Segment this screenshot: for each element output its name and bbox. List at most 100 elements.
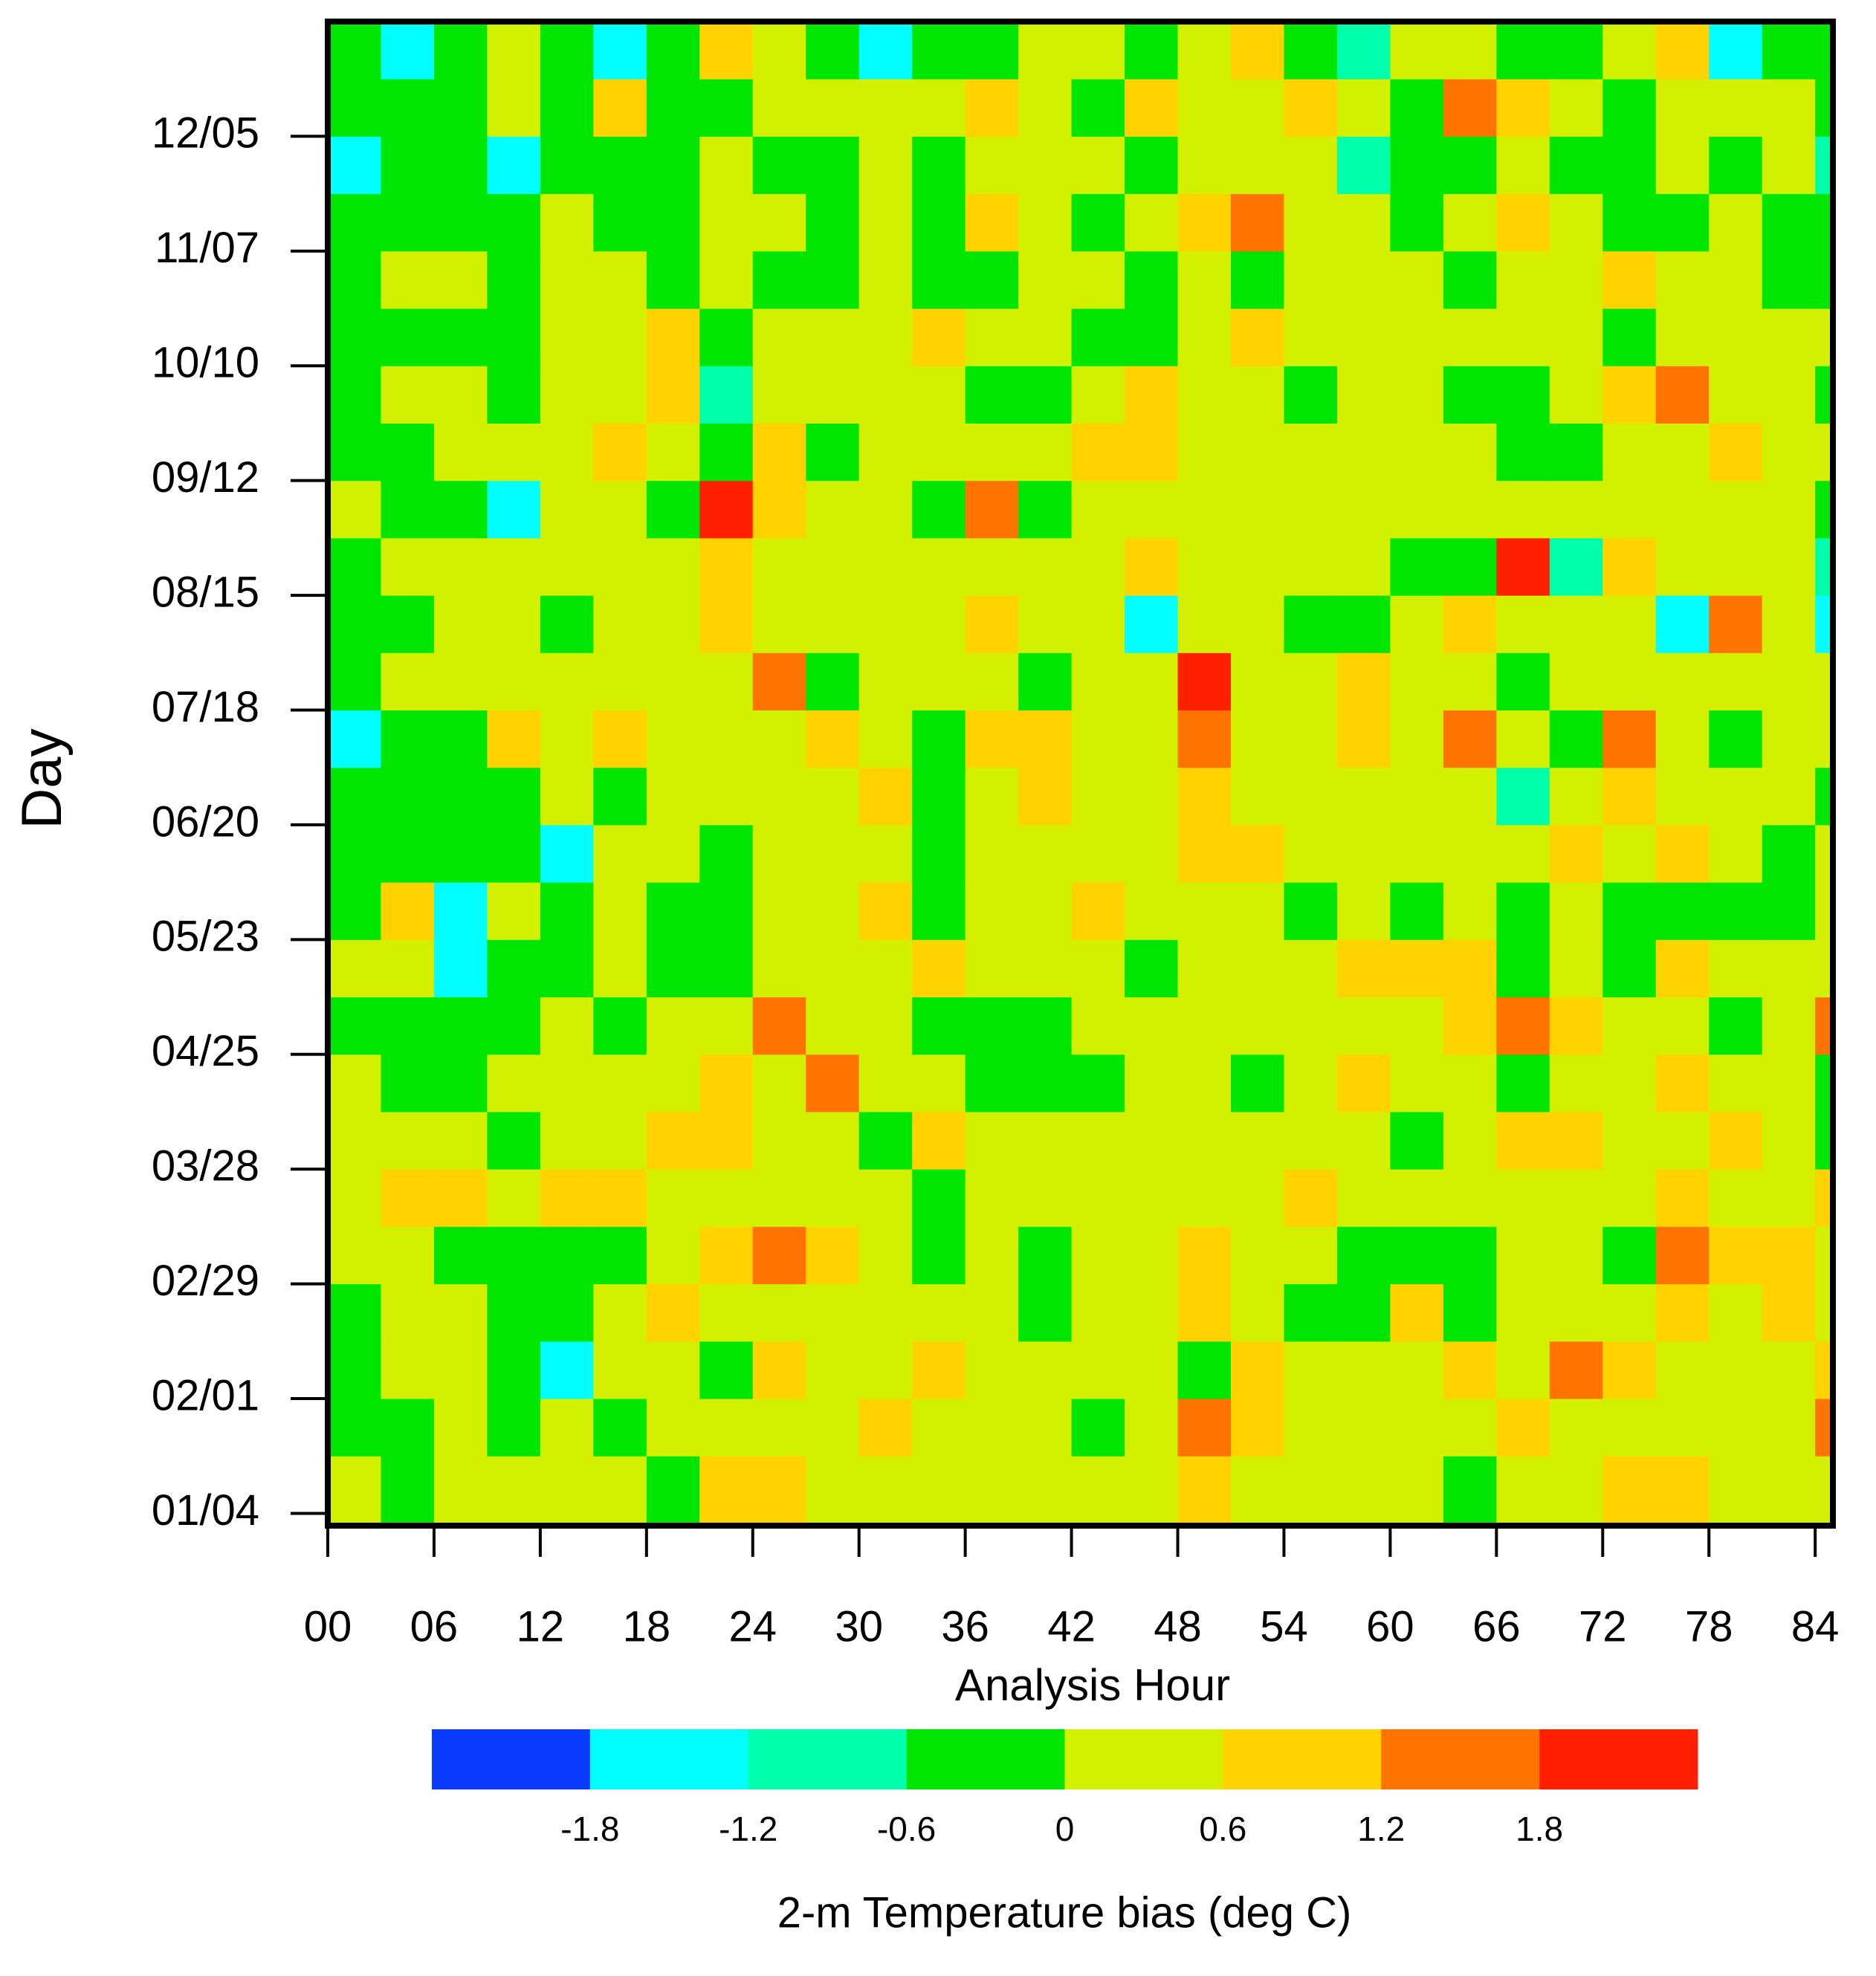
heatmap-cell bbox=[1709, 652, 1763, 711]
heatmap-cell bbox=[1284, 1226, 1338, 1285]
heatmap-cell bbox=[381, 1226, 435, 1285]
heatmap-cell bbox=[1390, 1399, 1444, 1457]
heatmap-cell bbox=[487, 767, 541, 826]
heatmap-cell bbox=[540, 1399, 594, 1457]
heatmap-cell bbox=[646, 22, 700, 80]
heatmap-cell bbox=[1336, 22, 1391, 80]
heatmap-cell bbox=[1602, 1054, 1657, 1112]
heatmap-cell bbox=[806, 882, 860, 940]
heatmap-cell bbox=[381, 1169, 435, 1227]
heatmap-cell bbox=[381, 537, 435, 596]
heatmap-cell bbox=[806, 308, 860, 366]
heatmap-cell bbox=[858, 480, 913, 539]
heatmap-cell bbox=[433, 1456, 488, 1526]
heatmap-cell bbox=[1549, 308, 1603, 366]
heatmap-cell bbox=[806, 250, 860, 309]
heatmap-cell bbox=[540, 767, 594, 826]
heatmap-cell bbox=[1284, 1283, 1338, 1342]
heatmap-cell bbox=[1390, 1283, 1444, 1342]
heatmap-cell bbox=[1655, 480, 1710, 539]
heatmap-cell bbox=[912, 537, 966, 596]
heatmap-cell bbox=[646, 1169, 700, 1227]
y-tick-label: 12/05 bbox=[152, 109, 259, 158]
heatmap-cell bbox=[699, 652, 754, 711]
heatmap-cell bbox=[1071, 710, 1125, 768]
heatmap-cell bbox=[1125, 1054, 1179, 1112]
heatmap-cell bbox=[699, 22, 754, 80]
heatmap-cell bbox=[1390, 1054, 1444, 1112]
heatmap-cell bbox=[1709, 423, 1763, 482]
heatmap-cell bbox=[858, 939, 913, 998]
heatmap-cell bbox=[540, 710, 594, 768]
heatmap-cell bbox=[1602, 997, 1657, 1055]
heatmap-cell bbox=[806, 1456, 860, 1526]
heatmap-cell bbox=[1762, 250, 1816, 309]
heatmap-cell bbox=[487, 308, 541, 366]
heatmap-cell bbox=[1231, 1283, 1284, 1342]
heatmap-cell bbox=[1443, 1341, 1497, 1399]
heatmap-cell bbox=[646, 79, 700, 137]
heatmap-cell bbox=[1336, 1054, 1391, 1112]
x-tick-label: 66 bbox=[1472, 1602, 1521, 1651]
heatmap-cell bbox=[752, 1111, 806, 1170]
heatmap-cell bbox=[1709, 193, 1763, 252]
heatmap-cell bbox=[858, 1341, 913, 1399]
heatmap-cell bbox=[381, 79, 435, 137]
heatmap-cell bbox=[752, 824, 806, 883]
heatmap-cell bbox=[381, 366, 435, 424]
heatmap-cell bbox=[646, 939, 700, 998]
heatmap-cell bbox=[858, 1399, 913, 1457]
heatmap-cell bbox=[1496, 1111, 1550, 1170]
y-tick-label: 04/25 bbox=[152, 1027, 259, 1075]
heatmap-cell bbox=[965, 997, 1019, 1055]
heatmap-cell bbox=[858, 1054, 913, 1112]
heatmap-cell bbox=[1018, 1054, 1073, 1112]
heatmap-cell bbox=[1177, 193, 1232, 252]
heatmap-cell bbox=[487, 997, 541, 1055]
heatmap-cell bbox=[1709, 1054, 1763, 1112]
heatmap-cell bbox=[1231, 882, 1284, 940]
heatmap-cell bbox=[1549, 366, 1603, 424]
heatmap-cell bbox=[1125, 308, 1179, 366]
heatmap-cell bbox=[433, 997, 488, 1055]
heatmap-cell bbox=[1443, 22, 1497, 80]
heatmap-cell bbox=[699, 939, 754, 998]
heatmap-cell bbox=[752, 1341, 806, 1399]
heatmap-cell bbox=[912, 882, 966, 940]
heatmap-cell bbox=[912, 1399, 966, 1457]
heatmap-cell bbox=[965, 308, 1019, 366]
heatmap-cell bbox=[912, 136, 966, 195]
heatmap-cell bbox=[433, 136, 488, 195]
heatmap-cell bbox=[1284, 1111, 1338, 1170]
heatmap-cell bbox=[1496, 136, 1550, 195]
heatmap-cell bbox=[699, 595, 754, 653]
heatmap-cell bbox=[1443, 710, 1497, 768]
heatmap-cell bbox=[1390, 537, 1444, 596]
heatmap-cell bbox=[858, 1169, 913, 1227]
heatmap-cell bbox=[328, 250, 381, 309]
heatmap-cell bbox=[1018, 595, 1073, 653]
heatmap-cell bbox=[1284, 710, 1338, 768]
heatmap-cell bbox=[912, 767, 966, 826]
heatmap-cell bbox=[1125, 652, 1179, 711]
heatmap-cell bbox=[1549, 423, 1603, 482]
heatmap-cell bbox=[646, 652, 700, 711]
heatmap-cell bbox=[752, 423, 806, 482]
heatmap-cell bbox=[1231, 767, 1284, 826]
heatmap-cell bbox=[1284, 250, 1338, 309]
heatmap-cell bbox=[540, 1169, 594, 1227]
heatmap-cell bbox=[1762, 1456, 1816, 1526]
heatmap-cell bbox=[1125, 366, 1179, 424]
heatmap-cell bbox=[1336, 595, 1391, 653]
heatmap-cell bbox=[1602, 595, 1657, 653]
heatmap-cell bbox=[912, 22, 966, 80]
heatmap-cell bbox=[912, 250, 966, 309]
heatmap-cell bbox=[433, 193, 488, 252]
heatmap-cell bbox=[1496, 710, 1550, 768]
heatmap-cell bbox=[1018, 767, 1073, 826]
x-tick-label: 72 bbox=[1579, 1602, 1627, 1651]
heatmap-cell bbox=[1496, 1054, 1550, 1112]
heatmap-cell bbox=[646, 1054, 700, 1112]
heatmap-cell bbox=[1762, 193, 1816, 252]
